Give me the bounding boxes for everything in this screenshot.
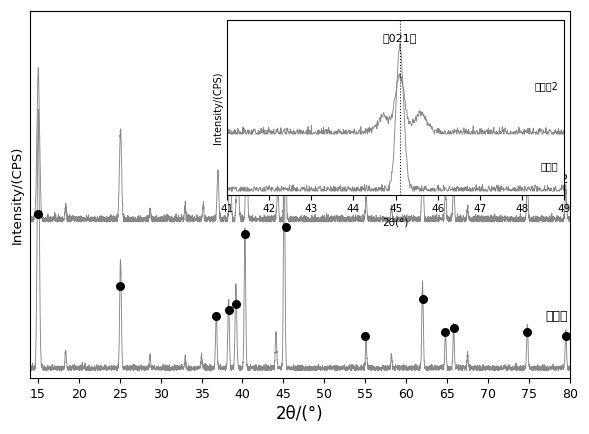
Text: -LiMnO: -LiMnO: [0, 433, 1, 434]
Text: -LiMnO: -LiMnO: [0, 433, 1, 434]
X-axis label: 2θ/(°): 2θ/(°): [276, 405, 323, 423]
Text: ●:: ●:: [0, 433, 1, 434]
Text: （021）: （021）: [261, 49, 308, 64]
Text: 对比例: 对比例: [546, 309, 568, 322]
Text: o: o: [0, 433, 1, 434]
Text: ●:​o-LiMnO₂: ●:​o-LiMnO₂: [405, 39, 477, 53]
Text: 实施例2: 实施例2: [538, 173, 568, 186]
Y-axis label: Intensity/(CPS): Intensity/(CPS): [11, 145, 24, 244]
